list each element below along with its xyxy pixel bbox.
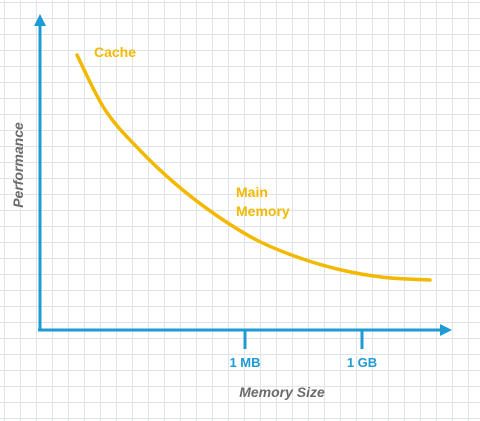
annotation-memory: Memory	[236, 203, 290, 219]
annotation-cache: Cache	[94, 44, 136, 60]
y-axis-arrow	[34, 14, 46, 26]
y-axis-title: Performance	[10, 122, 26, 208]
x-axis-arrow	[440, 324, 452, 336]
annotation-main: Main	[236, 184, 268, 200]
x-tick-label-1mb: 1 MB	[229, 355, 260, 370]
performance-curve	[75, 53, 432, 282]
x-tick-label-1gb: 1 GB	[347, 355, 377, 370]
x-axis-title: Memory Size	[239, 384, 325, 400]
